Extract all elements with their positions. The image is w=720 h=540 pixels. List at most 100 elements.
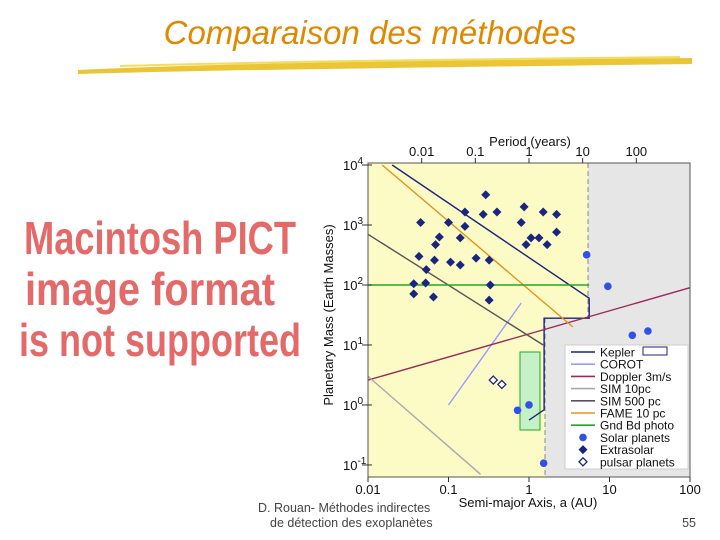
y-tick-exponent: 2 <box>357 276 363 287</box>
pulsar-planet <box>488 375 499 385</box>
legend-label: COROT <box>600 358 644 372</box>
extrasolar-planet <box>421 278 431 288</box>
x-tick-label: 1 <box>525 482 532 497</box>
solar-planet <box>644 327 652 335</box>
y-tick-exponent: 3 <box>357 216 363 227</box>
solar-planet <box>604 282 612 291</box>
detection-limit-line <box>367 287 691 381</box>
transit-region <box>519 351 541 431</box>
solar-planet <box>628 331 637 340</box>
plot-area <box>367 164 691 475</box>
extrasolar-planet <box>484 255 494 265</box>
footer-line: D. Rouan- Méthodes indirectes <box>258 501 430 515</box>
y-tick-label: 104 <box>343 156 363 173</box>
extrasolar-planet <box>460 207 470 217</box>
placeholder-line: image format <box>25 263 275 315</box>
detection-limit-line <box>367 375 481 475</box>
extrasolar-planet <box>434 232 444 242</box>
x-tick-label: 10 <box>602 482 616 497</box>
extrasolar-planet <box>446 257 456 267</box>
placeholder: Macintosh PICT image format is not suppo… <box>19 212 301 366</box>
extrasolar-planet <box>542 240 552 250</box>
detection-limit-line <box>381 164 574 328</box>
extrasolar-planet <box>416 218 426 228</box>
legend-label: Solar planets <box>600 431 670 445</box>
legend-label: Kepler <box>600 346 635 360</box>
legend-label: SIM 500 pc <box>600 394 661 408</box>
footer-line: de détection des exoplanètes <box>270 516 433 530</box>
extrasolar-planet <box>409 289 419 299</box>
extrasolar-planet <box>460 221 470 231</box>
extrasolar-planet <box>534 233 544 243</box>
extrasolar-planet <box>429 255 439 265</box>
x-tick-label: 0.01 <box>355 482 380 497</box>
y-axis-title: Planetary Mass (Earth Masses) <box>321 224 336 405</box>
y-tick-base: 10 <box>343 218 357 233</box>
y-tick-exponent: 1 <box>357 336 363 347</box>
x2-tick-label: 10 <box>575 144 589 159</box>
extrasolar-planet <box>516 218 526 228</box>
solar-planet <box>525 401 533 409</box>
x2-tick-label: 0.1 <box>466 144 484 159</box>
extrasolar-planet <box>526 233 536 243</box>
legend-label: pulsar planets <box>600 455 675 469</box>
extrasolar-planet <box>521 240 531 250</box>
legend-label: Extrasolar <box>600 443 654 457</box>
legend-swatch <box>578 445 588 455</box>
y-tick-base: 10 <box>343 398 357 413</box>
extrasolar-planet <box>478 209 488 219</box>
y-tick-exponent: 0 <box>357 396 363 407</box>
extrasolar-planet <box>552 209 562 219</box>
extrasolar-planet <box>485 280 495 290</box>
x-axis-title: Semi-major Axis, a (AU) <box>459 495 598 510</box>
legend-swatch <box>579 433 587 442</box>
y-tick-label: 100 <box>343 396 363 413</box>
extrasolar-planet <box>455 260 465 270</box>
extrasolar-planet <box>431 240 441 250</box>
extrasolar-planet <box>414 251 424 261</box>
legend-label: Doppler 3m/s <box>600 370 671 384</box>
extrasolar-planet <box>444 218 453 228</box>
legend-kepler-box <box>642 346 668 356</box>
extrasolar-planet <box>455 233 465 243</box>
y-tick-base: 10 <box>343 158 357 173</box>
placeholder-line: is not supported <box>19 314 301 366</box>
y-tick-label: 102 <box>343 276 363 293</box>
x2-tick-label: 100 <box>625 144 647 159</box>
title-underline <box>78 58 692 74</box>
pulsar-planet <box>496 379 507 390</box>
extrasolar-planet <box>409 279 419 289</box>
y-tick-base: 10 <box>343 278 357 293</box>
extrasolar-planet <box>428 292 438 302</box>
y-tick-exponent: 4 <box>357 156 363 167</box>
solar-planet <box>513 406 522 415</box>
extrasolar-planet <box>538 207 548 217</box>
extrasolar-planet <box>421 265 431 275</box>
legend-label: Gnd Bd photo <box>600 419 674 433</box>
y-tick-exponent: -1 <box>357 456 366 467</box>
extrasolar-planet <box>519 202 529 212</box>
extrasolar-planet <box>471 253 481 263</box>
x-tick-label: 100 <box>679 482 701 497</box>
extrasolar-planet <box>484 295 494 305</box>
y-tick-label: 10-1 <box>343 456 367 473</box>
page-number: 55 <box>682 516 696 530</box>
y-tick-label: 103 <box>343 216 363 233</box>
extrasolar-planet <box>492 207 502 217</box>
detection-limit-line <box>447 302 522 406</box>
solar-planet <box>539 459 548 467</box>
extrasolar-planet <box>552 227 562 237</box>
y-tick-base: 10 <box>343 338 357 353</box>
x2-tick-label: 0.01 <box>409 144 434 159</box>
legend-label: SIM 10pc <box>600 382 651 396</box>
x2-tick-label: 1 <box>525 144 532 159</box>
legend-swatch <box>578 456 588 467</box>
detection-limit-line <box>367 233 544 346</box>
y-tick-label: 101 <box>343 336 363 353</box>
x2-axis-title: Period (years) <box>489 134 571 149</box>
title-underline-highlight <box>119 56 681 67</box>
legend-label: FAME 10 pc <box>600 407 665 421</box>
slide-title: Comparaison des méthodes <box>164 14 577 51</box>
